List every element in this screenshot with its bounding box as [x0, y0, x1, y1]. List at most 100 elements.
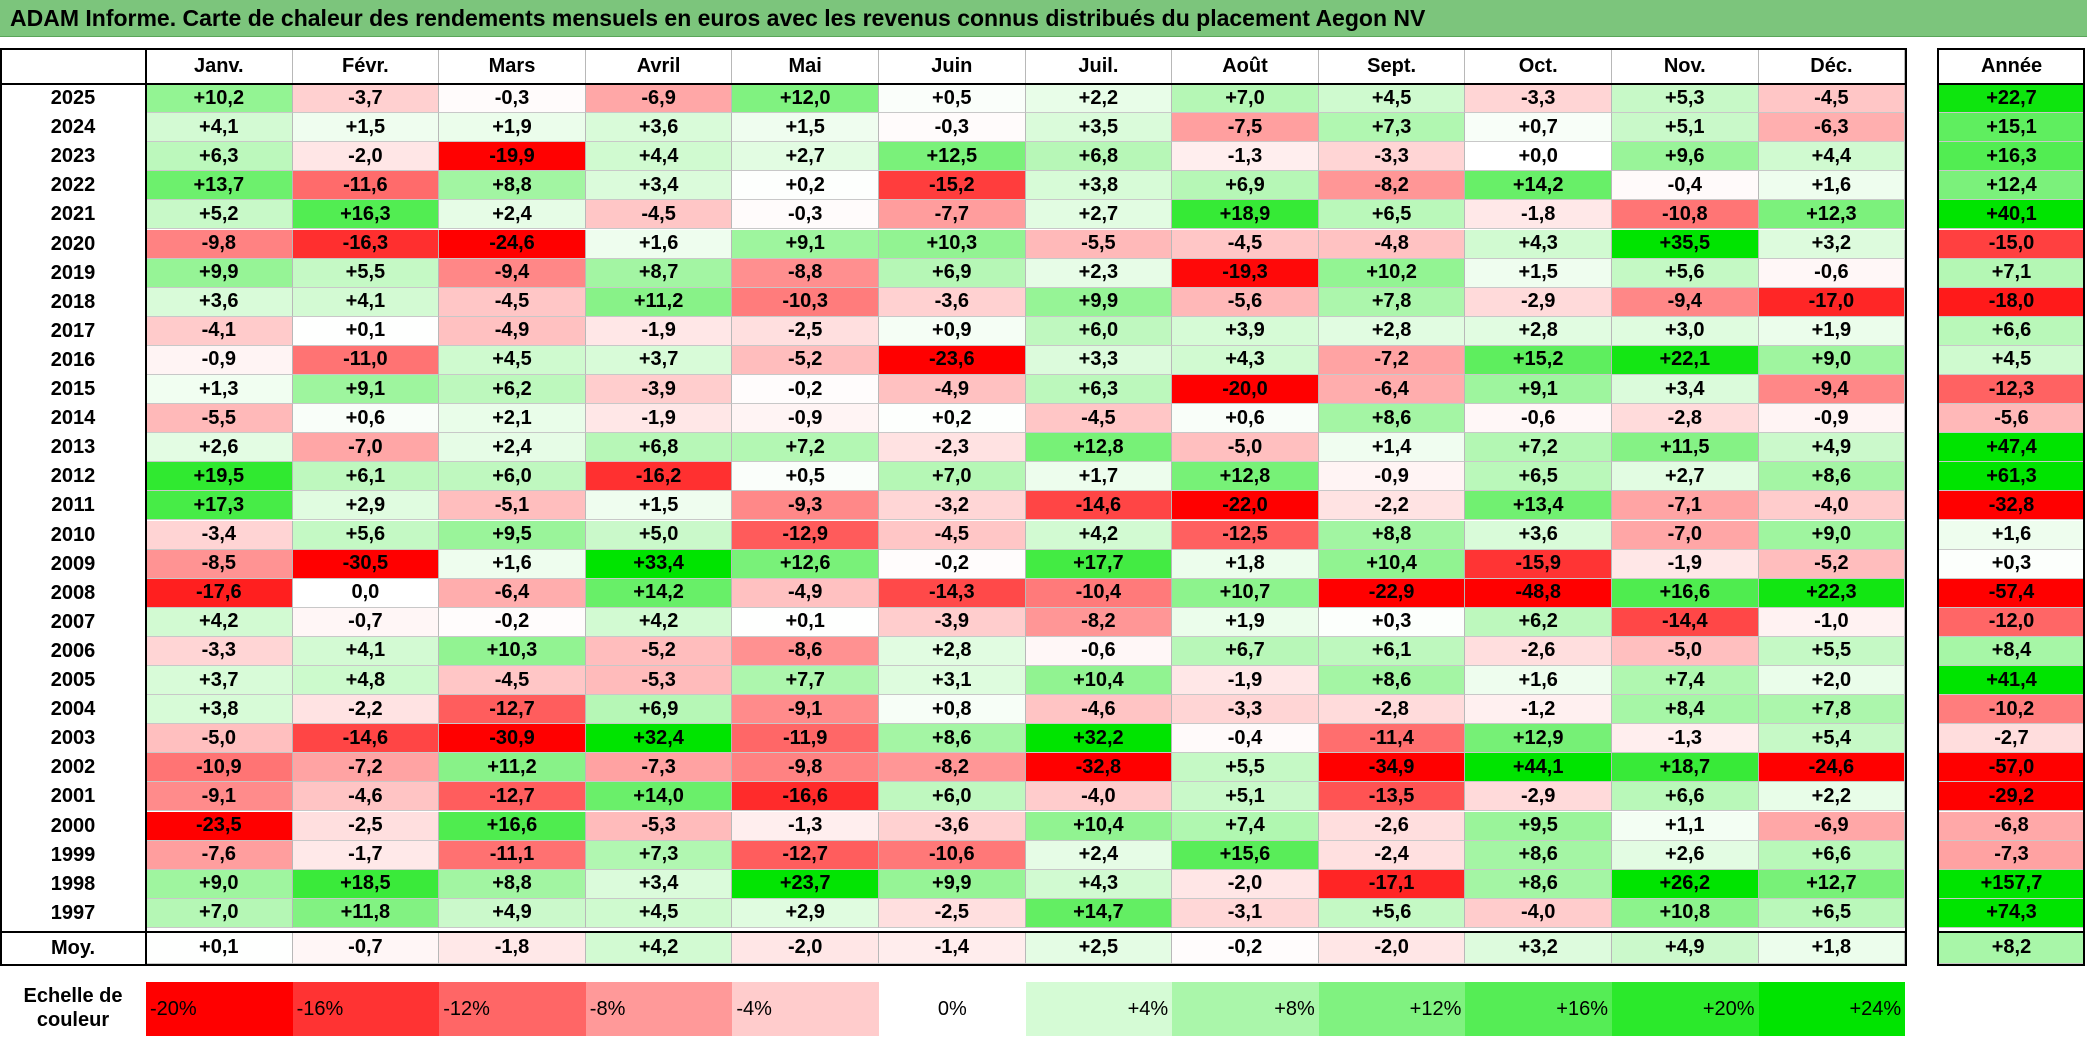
year-total-header: Année — [1939, 48, 2085, 84]
heatmap-cell: -4,0 — [1465, 898, 1612, 928]
heatmap-cell: +9,5 — [1465, 811, 1612, 841]
heatmap-cell: +3,1 — [879, 666, 1026, 696]
heatmap-cell: -3,9 — [879, 607, 1026, 637]
heatmap-cell: +3,8 — [146, 695, 293, 725]
heatmap-cell: +2,2 — [1758, 782, 1906, 812]
heatmap-cell: -5,1 — [439, 491, 586, 521]
year-label: 2024 — [50, 116, 96, 139]
heatmap-cell: -0,6 — [1465, 404, 1612, 434]
heatmap-cell: -2,4 — [1318, 840, 1466, 870]
heatmap-cell: -4,5 — [1025, 404, 1173, 434]
heatmap-cell: -6,3 — [1758, 113, 1906, 143]
heatmap-cell: +3,6 — [146, 287, 293, 317]
heatmap-cell: +5,5 — [1758, 636, 1906, 666]
heatmap-cell: -4,6 — [292, 782, 440, 812]
heatmap-cell: -5,0 — [146, 724, 293, 754]
annual-return-cell: -57,4 — [1939, 578, 2085, 608]
heatmap-cell: +3,6 — [585, 113, 733, 143]
year-label: 1997 — [50, 901, 96, 924]
year-label: 2002 — [50, 756, 96, 779]
heatmap-cell: -4,1 — [146, 316, 293, 346]
annual-return-cell: +40,1 — [1939, 200, 2085, 230]
heatmap-cell: +14,2 — [585, 578, 733, 608]
heatmap-cell: +1,9 — [1758, 316, 1906, 346]
heatmap-cell: -9,8 — [732, 753, 879, 783]
heatmap-cell: +10,2 — [146, 84, 293, 114]
heatmap-cell: +10,4 — [1025, 811, 1173, 841]
heatmap-cell: -32,8 — [1025, 753, 1173, 783]
month-header: Mai — [732, 48, 879, 84]
annual-return-cell: +0,3 — [1939, 549, 2085, 579]
heatmap-cell: -13,5 — [1318, 782, 1466, 812]
heatmap-cell: -0,4 — [1172, 724, 1319, 754]
heatmap-cell: +10,4 — [1025, 666, 1173, 696]
heatmap-cell: -10,6 — [879, 840, 1026, 870]
month-header: Sept. — [1319, 48, 1466, 84]
heatmap-cell: -15,9 — [1465, 549, 1612, 579]
heatmap-cell: -22,9 — [1318, 578, 1466, 608]
heatmap-cell: -8,2 — [1025, 607, 1173, 637]
heatmap-cell: +18,7 — [1612, 753, 1759, 783]
heatmap-cell: +3,3 — [1025, 345, 1173, 375]
heatmap-cell: -2,0 — [1172, 869, 1319, 899]
heatmap-cell: +16,6 — [1612, 578, 1759, 608]
average-cell: +3,2 — [1465, 932, 1612, 964]
heatmap-cell: -0,2 — [879, 549, 1026, 579]
heatmap-cell: -6,9 — [585, 84, 733, 114]
heatmap-cell: -3,3 — [1465, 84, 1612, 114]
heatmap-cell: +6,8 — [1025, 142, 1173, 172]
heatmap-cell: -2,5 — [732, 316, 879, 346]
heatmap-cell: -48,8 — [1465, 578, 1612, 608]
heatmap-cell: +7,0 — [1172, 84, 1319, 114]
color-scale-step: +24% — [1758, 982, 1906, 1036]
year-label: 2016 — [50, 348, 96, 371]
month-header: Juil. — [1026, 48, 1173, 84]
heatmap-cell: +9,0 — [146, 869, 293, 899]
heatmap-cell: -7,7 — [879, 200, 1026, 230]
heatmap-cell: +4,2 — [1025, 520, 1173, 550]
heatmap-cell: +10,7 — [1172, 578, 1319, 608]
heatmap-cell: +4,5 — [439, 345, 586, 375]
heatmap-cell: -2,9 — [1465, 287, 1612, 317]
heatmap-cell: +7,2 — [732, 433, 879, 463]
annual-return-cell: +157,7 — [1939, 869, 2085, 899]
color-scale-step: +8% — [1172, 982, 1319, 1036]
year-label: 2017 — [50, 319, 96, 342]
average-cell: +4,2 — [585, 932, 733, 964]
heatmap-cell: +2,8 — [879, 636, 1026, 666]
heatmap-cell: +18,9 — [1172, 200, 1319, 230]
year-label: 2009 — [50, 552, 96, 575]
heatmap-cell: +11,5 — [1612, 433, 1759, 463]
heatmap-cell: -4,8 — [1318, 229, 1466, 259]
heatmap-cell: -16,6 — [732, 782, 879, 812]
heatmap-cell: -5,0 — [1172, 433, 1319, 463]
heatmap-cell: +1,1 — [1612, 811, 1759, 841]
heatmap-cell: -3,3 — [1172, 695, 1319, 725]
annual-return-cell: -6,8 — [1939, 811, 2085, 841]
heatmap-cell: +12,0 — [732, 84, 879, 114]
heatmap-cell: +13,7 — [146, 171, 293, 201]
heatmap-cell: +6,2 — [1465, 607, 1612, 637]
heatmap-cell: +2,9 — [292, 491, 440, 521]
heatmap-cell: -11,0 — [292, 345, 440, 375]
heatmap-cell: +1,5 — [732, 113, 879, 143]
heatmap-cell: -11,9 — [732, 724, 879, 754]
heatmap-cell: -1,2 — [1465, 695, 1612, 725]
heatmap-cell: +6,9 — [585, 695, 733, 725]
heatmap-cell: +35,5 — [1612, 229, 1759, 259]
heatmap-cell: -5,3 — [585, 811, 733, 841]
year-label: 2003 — [50, 727, 96, 750]
heatmap-cell: +6,9 — [1172, 171, 1319, 201]
month-header: Nov. — [1612, 48, 1759, 84]
color-scale-step: -16% — [292, 982, 440, 1036]
annual-return-cell: +1,6 — [1939, 520, 2085, 550]
heatmap-cell: 0,0 — [292, 578, 440, 608]
heatmap-cell: -22,0 — [1172, 491, 1319, 521]
heatmap-cell: +11,2 — [439, 753, 586, 783]
month-header: Mars — [439, 48, 586, 84]
heatmap-cell: +12,8 — [1172, 462, 1319, 492]
average-annual-cell: +8,2 — [1939, 932, 2085, 964]
heatmap-cell: -5,6 — [1172, 287, 1319, 317]
year-label: 1998 — [50, 872, 96, 895]
heatmap-cell: +3,7 — [585, 345, 733, 375]
